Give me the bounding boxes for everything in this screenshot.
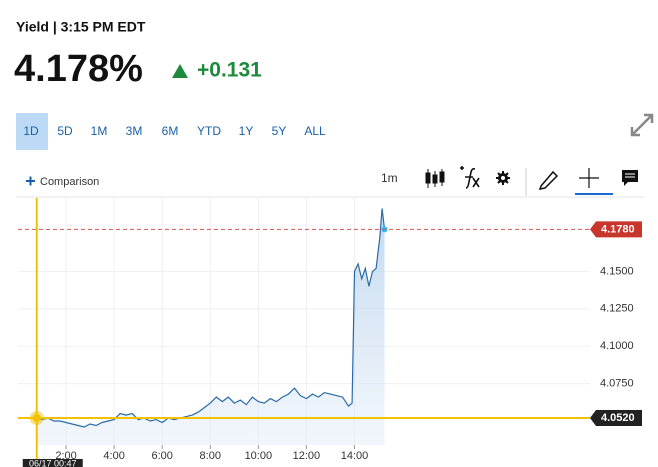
expand-icon[interactable] [630, 113, 654, 137]
title: Yield | 3:15 PM EDT [16, 19, 146, 35]
range-button[interactable]: 5Y [272, 124, 287, 138]
crosshair-y-label: 4.0520 [601, 412, 635, 424]
plot: 4.0750 4.1000 4.1250 4.1500 2:00 4:00 6:00 8:00… [18, 198, 642, 467]
area [36, 208, 385, 445]
indicators-icon[interactable] [460, 166, 480, 189]
range-button[interactable]: 3M [126, 124, 143, 138]
last-price-badge [590, 221, 642, 238]
change: +0.131 [197, 59, 262, 82]
draw-icon[interactable] [538, 170, 559, 190]
interval[interactable]: 1m [381, 171, 398, 185]
x-tick-label: 2:00 [55, 450, 76, 462]
range-button[interactable]: 1D [23, 124, 39, 138]
price: 4.178% [14, 48, 143, 90]
range-button[interactable]: 1M [91, 124, 108, 138]
x-tick-label: 14:00 [341, 450, 369, 462]
x-tick-label: 4:00 [103, 450, 124, 462]
range-buttons: 1D 5D 1M 3M 6M YTD 1Y 5Y ALL [16, 113, 326, 150]
comment-icon[interactable] [622, 170, 638, 186]
crosshair-x-label: 06/17 00:47 [29, 458, 77, 467]
crosshair-dot-core [32, 414, 41, 423]
y-tick-label: 4.1250 [600, 303, 634, 315]
candle-icon[interactable] [425, 169, 445, 188]
x-tick-label: 8:00 [200, 450, 221, 462]
range-button[interactable]: YTD [197, 124, 221, 138]
line [36, 208, 386, 428]
plus-icon [26, 176, 35, 186]
x-tick-label: 12:00 [293, 450, 321, 462]
y-tick-label: 4.1500 [600, 265, 634, 277]
last-price-label: 4.1780 [601, 223, 635, 235]
up-arrow [172, 64, 188, 78]
settings-icon[interactable] [496, 171, 510, 185]
range-button[interactable]: 1Y [239, 124, 254, 138]
comparison[interactable]: Comparison [40, 176, 99, 188]
y-tick-label: 4.1000 [600, 340, 634, 352]
x-tick-label: 10:00 [245, 450, 273, 462]
range-button[interactable]: 5D [57, 124, 73, 138]
crosshair-icon[interactable] [579, 168, 599, 188]
y-tick-label: 4.0750 [600, 378, 634, 390]
range-active-bg [16, 113, 48, 150]
crosshair-x-badge [22, 459, 83, 467]
range-button[interactable]: 6M [162, 124, 179, 138]
x-tick-label: 6:00 [151, 450, 172, 462]
crosshair-y-badge [590, 410, 642, 427]
range-button[interactable]: ALL [304, 124, 326, 138]
